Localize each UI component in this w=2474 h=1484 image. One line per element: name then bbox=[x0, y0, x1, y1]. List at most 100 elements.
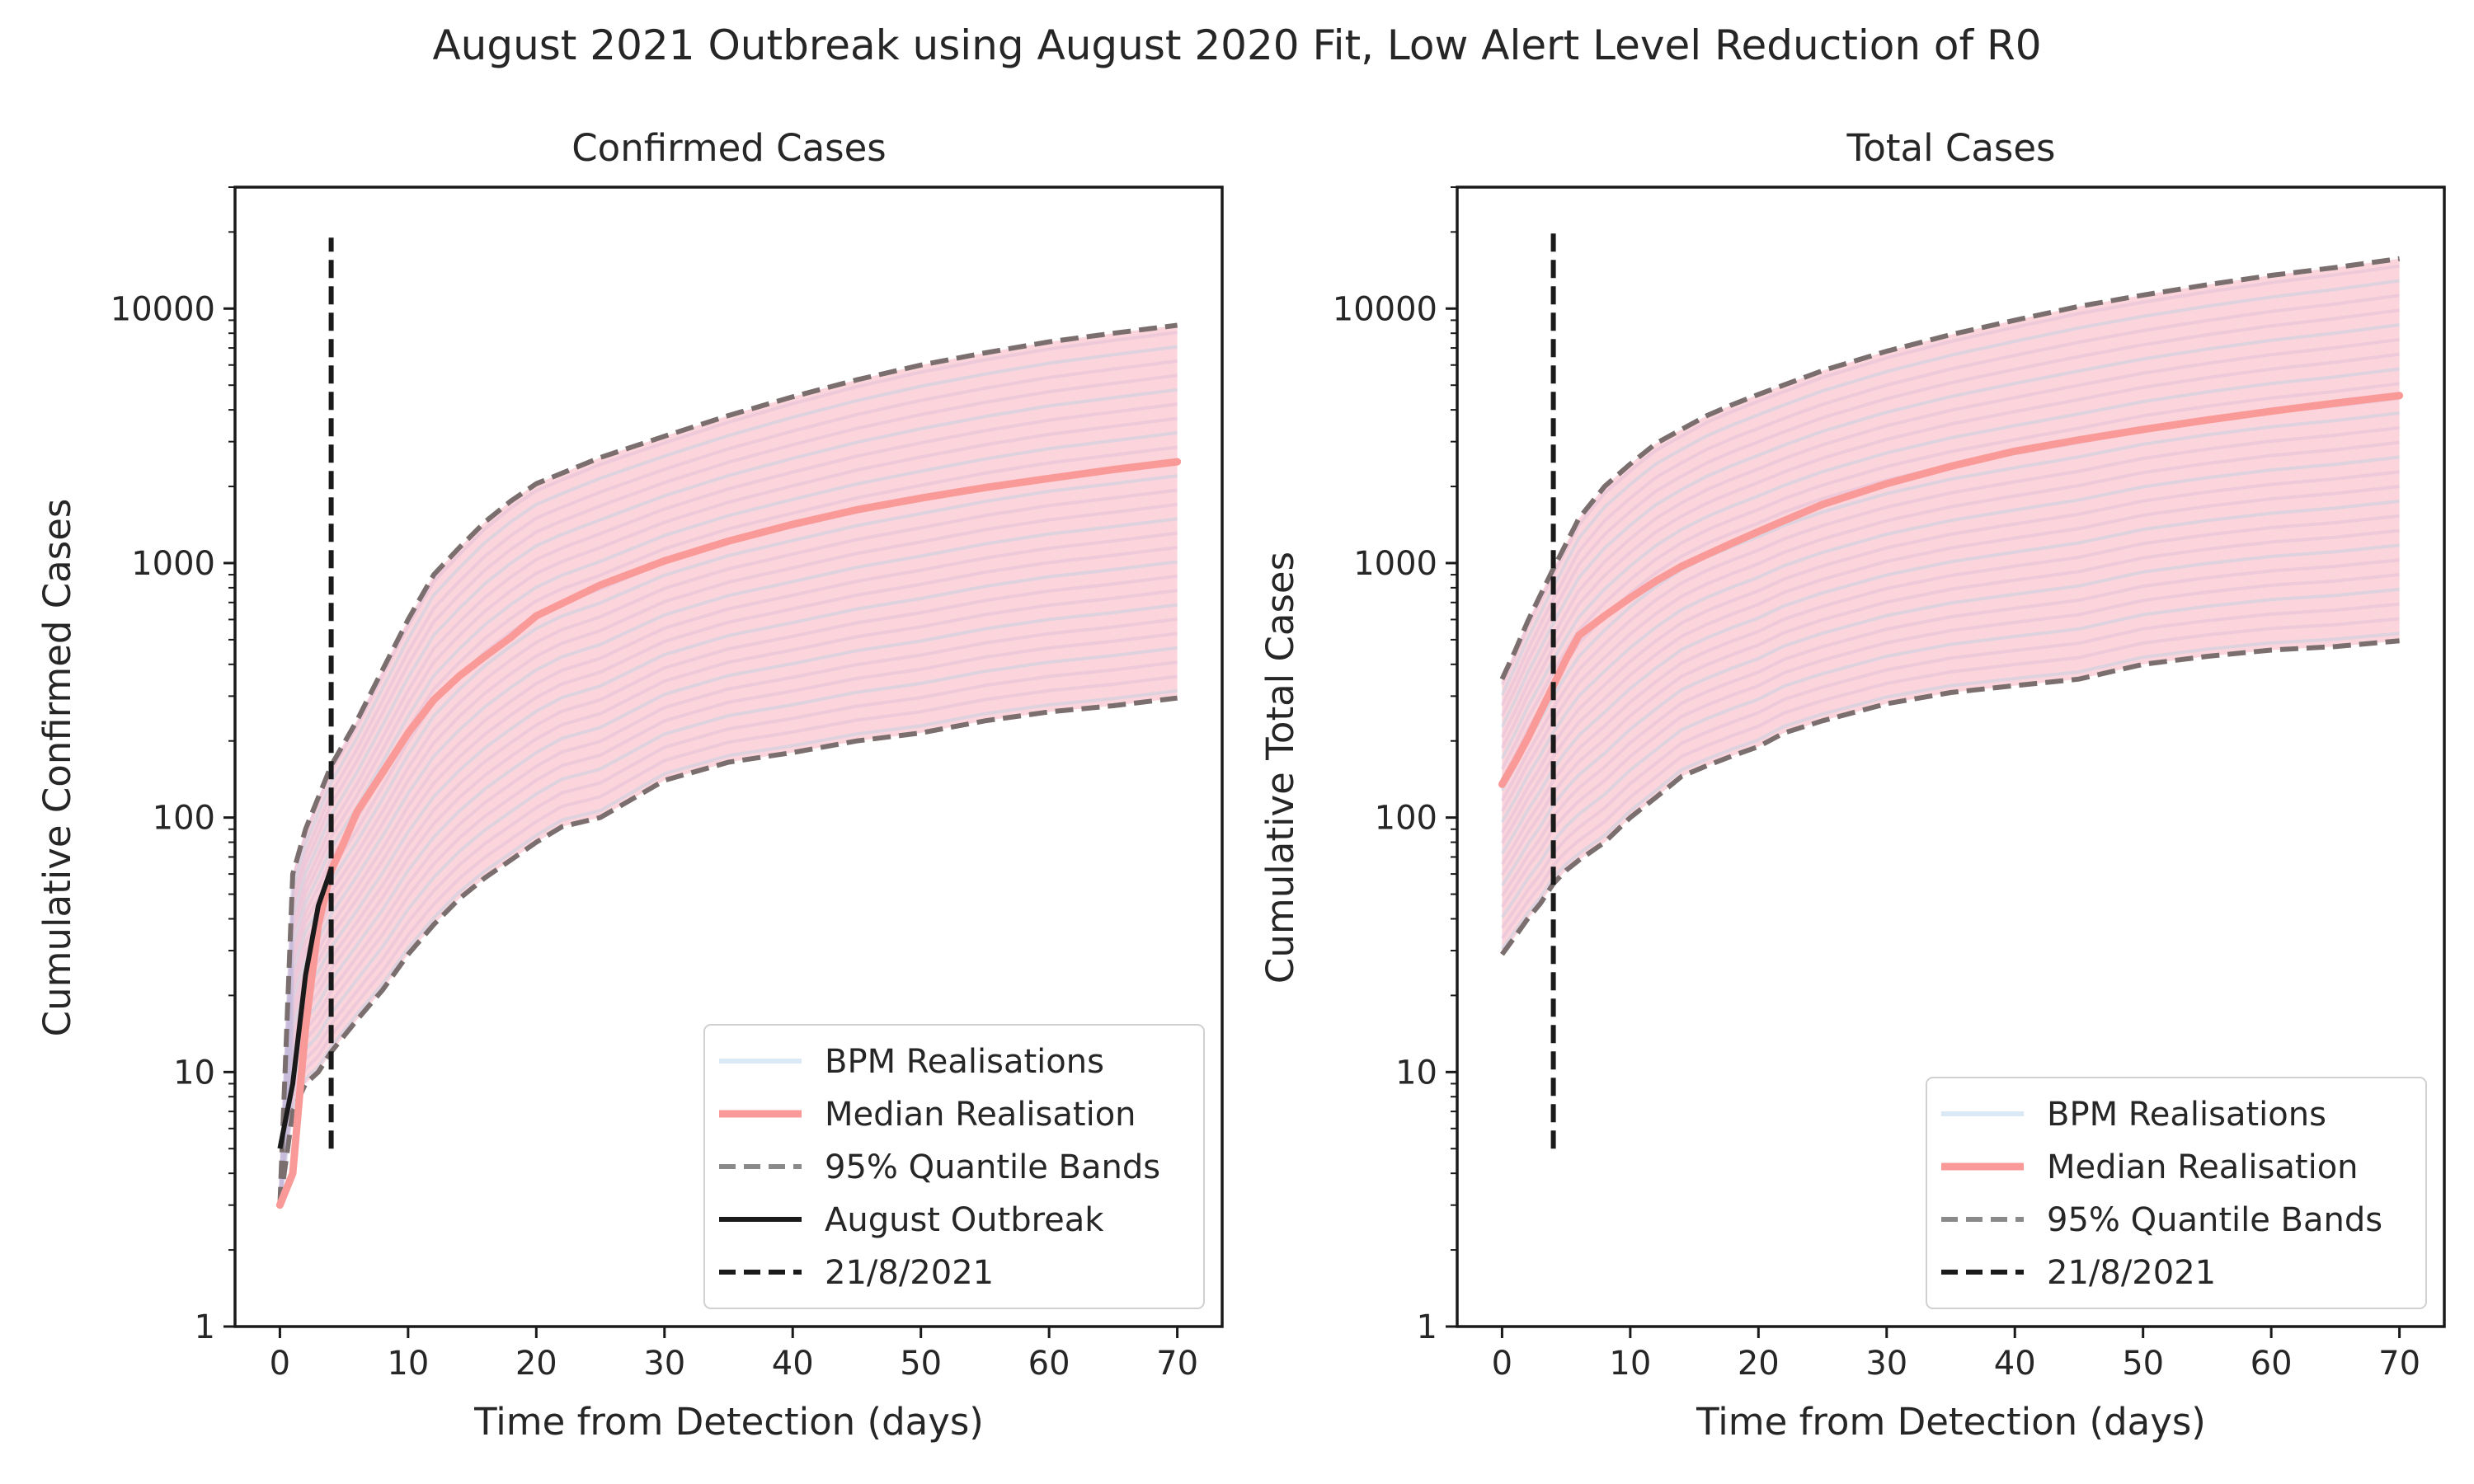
x-tick-label: 30 bbox=[1865, 1345, 1907, 1383]
bpm-realisation-line bbox=[278, 531, 1178, 1205]
x-tick-label: 40 bbox=[1994, 1345, 2036, 1383]
y-tick-label: 1 bbox=[195, 1308, 215, 1346]
bpm-realisation-line bbox=[278, 474, 1178, 1205]
bpm-realisation-line bbox=[1500, 411, 2400, 791]
bpm-realisation-line bbox=[278, 560, 1178, 1205]
plot-content bbox=[275, 237, 1182, 1209]
bpm-realisation-line bbox=[1500, 308, 2400, 717]
bpm-realisation-line bbox=[1500, 543, 2400, 887]
confirmed-plot-area: 0 10 20 30 40 50 60 70 1 10 100 1000 10000 BPM Realis… bbox=[111, 186, 1224, 1383]
august-outbreak-line bbox=[277, 867, 334, 1149]
total-cases-panel: Total Cases Time from Detection (days) C… bbox=[1258, 126, 2446, 1444]
bpm-realisation-line bbox=[1500, 528, 2400, 876]
bpm-realisation-line bbox=[1500, 455, 2400, 824]
x-tick-label: 20 bbox=[515, 1345, 557, 1383]
x-tick-label: 70 bbox=[2378, 1345, 2420, 1383]
bpm-realisation-line bbox=[278, 674, 1178, 1205]
bpm-realisation-line bbox=[278, 359, 1178, 1205]
bpm-realisation-line bbox=[1500, 499, 2400, 855]
quantile-band-upper-line bbox=[1499, 256, 2401, 680]
legend: BPM Realisations Median Realisation 95% Qu… bbox=[1926, 1077, 2427, 1309]
bpm-realisation-line bbox=[278, 373, 1178, 1205]
axes-frame bbox=[1456, 186, 2446, 1328]
x-tick-label: 50 bbox=[900, 1345, 942, 1383]
legend-label: 21/8/2021 bbox=[825, 1254, 994, 1292]
bpm-realisation-line bbox=[1500, 470, 2400, 834]
bpm-realisation-line bbox=[1500, 558, 2400, 898]
x-axis-label: Time from Detection (days) bbox=[473, 1400, 984, 1444]
y-tick-label: 10000 bbox=[1333, 290, 1437, 328]
legend-label: Median Realisation bbox=[825, 1096, 1136, 1134]
x-tick-label: 30 bbox=[643, 1345, 685, 1383]
y-tick-label: 100 bbox=[1375, 800, 1437, 838]
legend-label: 95% Quantile Bands bbox=[825, 1148, 1160, 1186]
quantile-band-upper-line bbox=[277, 322, 1178, 1205]
bpm-realisation-line bbox=[278, 688, 1178, 1205]
bpm-realisation-line bbox=[1500, 617, 2400, 940]
bpm-realisation-line bbox=[278, 416, 1178, 1205]
bpm-realisation-line bbox=[278, 660, 1178, 1205]
x-tick-label: 0 bbox=[1492, 1345, 1512, 1383]
y-tick-label: 1 bbox=[1417, 1308, 1437, 1346]
bpm-realisation-line bbox=[278, 574, 1178, 1205]
bpm-realisation-line bbox=[1500, 367, 2400, 759]
legend: BPM Realisations Median Realisation 95% Qu… bbox=[703, 1024, 1205, 1309]
panel-title: Total Cases bbox=[1846, 126, 2056, 170]
confirmed-cases-panel: Confirmed Cases Time from Detection (day… bbox=[35, 126, 1224, 1444]
bpm-realisation-line bbox=[278, 603, 1178, 1205]
legend-label: BPM Realisations bbox=[2047, 1096, 2326, 1134]
bpm-realisation-line bbox=[278, 632, 1178, 1205]
bpm-realisation-line bbox=[278, 402, 1178, 1205]
bpm-realisation-line bbox=[1500, 323, 2400, 728]
legend-box bbox=[1926, 1077, 2427, 1309]
panel-title: Confirmed Cases bbox=[571, 126, 887, 170]
realisation-band-area bbox=[1502, 258, 2400, 955]
x-tick-label: 70 bbox=[1156, 1345, 1198, 1383]
bpm-realisation-line bbox=[278, 445, 1178, 1205]
y-axis-label: Cumulative Total Cases bbox=[1258, 552, 1302, 984]
x-tick-label: 10 bbox=[1609, 1345, 1651, 1383]
bpm-realisation-line bbox=[278, 331, 1178, 1205]
bpm-realisation-line bbox=[1500, 294, 2400, 707]
bpm-realisation-line bbox=[278, 589, 1178, 1205]
total-plot-area: 0 10 20 30 40 50 60 70 1 10 100 1000 10000 BPM Realis… bbox=[1333, 186, 2446, 1383]
bpm-realisation-line bbox=[1500, 440, 2400, 813]
bpm-realisation-line bbox=[1500, 425, 2400, 802]
bpm-realisation-line bbox=[278, 488, 1178, 1205]
x-tick-label: 0 bbox=[270, 1345, 290, 1383]
y-tick-label: 1000 bbox=[131, 545, 215, 583]
bpm-realisation-line bbox=[278, 387, 1178, 1205]
y-axis-label: Cumulative Confirmed Cases bbox=[35, 499, 79, 1037]
bpm-realisation-line bbox=[278, 646, 1178, 1205]
bpm-realisation-line bbox=[1500, 602, 2400, 929]
bpm-realisation-line bbox=[1500, 279, 2400, 696]
y-tick-label: 10 bbox=[173, 1054, 215, 1092]
legend-label: 21/8/2021 bbox=[2047, 1254, 2216, 1292]
x-tick-label: 60 bbox=[1028, 1345, 1070, 1383]
bpm-realisation-line bbox=[1500, 632, 2400, 951]
legend-label: August Outbreak bbox=[825, 1201, 1104, 1239]
plot-content bbox=[1498, 232, 2404, 1149]
bpm-realisation-line bbox=[278, 502, 1178, 1205]
y-tick-label: 1000 bbox=[1353, 545, 1437, 583]
bpm-realisation-line bbox=[278, 546, 1178, 1205]
bpm-realisation-line bbox=[1500, 514, 2400, 866]
x-tick-label: 50 bbox=[2122, 1345, 2164, 1383]
bpm-realisation-line bbox=[278, 517, 1178, 1205]
y-tick-label: 10000 bbox=[111, 290, 215, 328]
legend-label: BPM Realisations bbox=[825, 1043, 1104, 1081]
figure-suptitle: August 2021 Outbreak using August 2020 F… bbox=[432, 21, 2041, 69]
x-tick-label: 40 bbox=[772, 1345, 814, 1383]
x-tick-label: 20 bbox=[1738, 1345, 1780, 1383]
bpm-realisation-line bbox=[1500, 573, 2400, 908]
x-tick-label: 60 bbox=[2251, 1345, 2293, 1383]
realisation-band-area bbox=[280, 325, 1178, 1205]
y-tick-label: 10 bbox=[1395, 1054, 1437, 1092]
bpm-realisation-line bbox=[278, 618, 1178, 1205]
bpm-realisation-line bbox=[278, 430, 1178, 1205]
legend-box bbox=[703, 1024, 1205, 1309]
bpm-realisation-line bbox=[1500, 264, 2400, 685]
legend-label: 95% Quantile Bands bbox=[2047, 1201, 2382, 1239]
axes-frame bbox=[233, 186, 1224, 1328]
